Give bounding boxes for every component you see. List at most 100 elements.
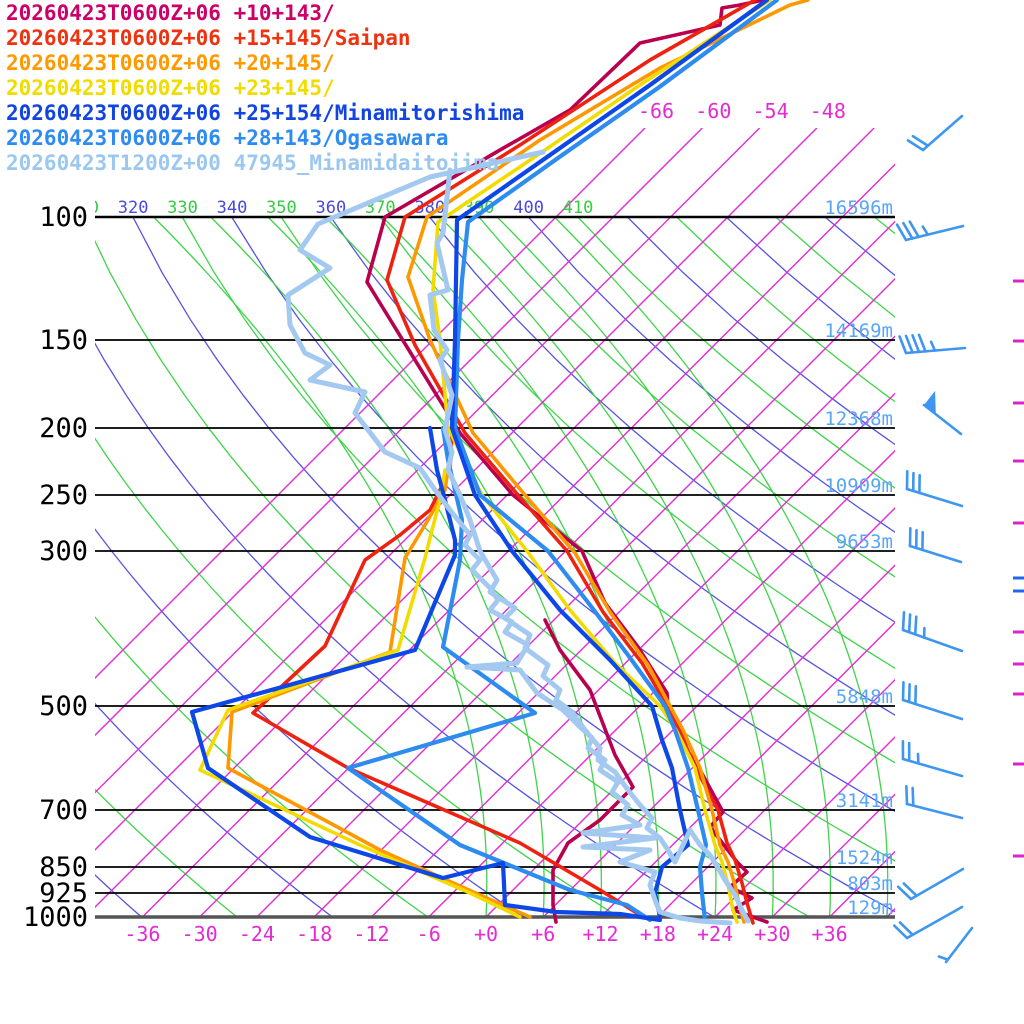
height-label: 12368m xyxy=(824,408,893,430)
sounding-trace-T xyxy=(449,0,770,920)
sounding-trace-Td xyxy=(285,149,733,926)
dry-adiabat-line xyxy=(95,239,812,917)
pressure-label: 150 xyxy=(39,325,88,356)
sounding-trace-T xyxy=(385,0,757,925)
temp-label: +0 xyxy=(474,922,498,946)
sounding-trace-T xyxy=(431,0,772,924)
pressure-label: 300 xyxy=(39,536,88,567)
barb-feather xyxy=(901,611,906,632)
temp-label-top: -60 xyxy=(695,99,731,123)
theta-label: 380 xyxy=(414,198,445,218)
wind-barb xyxy=(895,220,965,242)
theta-labels: 310 320 330 340 350 360 370 380 390 400 410 xyxy=(68,198,593,218)
height-label: 10909m xyxy=(824,475,893,497)
wind-barb xyxy=(901,611,964,653)
dry-adiabat-line xyxy=(95,874,143,917)
height-label: 3141m xyxy=(836,790,893,812)
wind-barb xyxy=(922,390,963,436)
barb-staff xyxy=(944,926,974,964)
barb-feather xyxy=(896,885,913,901)
temp-label-top: -66 xyxy=(638,99,674,123)
temp-label: -36 xyxy=(124,922,160,946)
sounding-trace-T xyxy=(406,0,810,924)
temp-label: +12 xyxy=(582,922,618,946)
barb-feather xyxy=(913,615,918,636)
barb-feather xyxy=(917,333,927,353)
legend-item: 20260423T0600Z+06 +28+143/Ogasawara xyxy=(6,126,449,150)
barb-pennant xyxy=(924,390,936,415)
isotherm-line xyxy=(370,392,895,917)
barb-feather xyxy=(906,139,925,152)
sounding-trace-Td xyxy=(543,618,635,924)
barb-feather xyxy=(911,334,921,354)
dry-adiabat-line xyxy=(775,217,895,318)
moist-adiabat-line xyxy=(153,217,488,917)
sounding-trace-T xyxy=(427,167,751,924)
pressure-label: 925 xyxy=(39,878,88,909)
height-label: 9653m xyxy=(836,531,893,553)
sounding-trace-Td xyxy=(189,425,663,923)
wind-barb xyxy=(896,867,965,901)
legend-item: 20260423T0600Z+06 +23+145/ xyxy=(6,76,335,100)
isotherm-line xyxy=(95,128,818,851)
theta-label: 320 xyxy=(118,198,149,218)
sounding-trace-Td xyxy=(251,431,642,917)
barb-staff xyxy=(905,802,964,820)
moist-adiabat-line xyxy=(496,217,832,917)
height-label: 803m xyxy=(847,873,893,895)
isotherm-line xyxy=(95,128,875,909)
temp-label-top: -48 xyxy=(810,99,846,123)
dry-adiabat-line xyxy=(924,217,1024,935)
theta-label: 310 xyxy=(68,198,99,218)
theta-label: 350 xyxy=(266,198,297,218)
barb-half-feather xyxy=(921,225,930,236)
wind-barb xyxy=(908,526,963,564)
barb-half-feather xyxy=(937,955,950,961)
legend-item: 20260423T0600Z+06 +10+143/ xyxy=(6,1,335,25)
pressure-label: 250 xyxy=(39,480,88,511)
barb-staff xyxy=(921,114,964,152)
pressure-label: 700 xyxy=(39,795,88,826)
temp-label: -18 xyxy=(296,922,332,946)
wind-barb xyxy=(937,926,974,964)
barb-feather xyxy=(898,921,914,937)
temp-label: +24 xyxy=(697,922,733,946)
barb-feather xyxy=(911,786,915,807)
dry-adiabat-line xyxy=(132,217,895,913)
theta-label: 330 xyxy=(167,198,198,218)
barb-feather xyxy=(911,134,930,148)
barb-staff xyxy=(908,544,963,564)
temp-axis: -36 -30 -24 -18 -12 -6 +0 +6 +12 +18 +24 +30 +36-66-… xyxy=(124,99,847,946)
isotherm-line xyxy=(600,621,895,917)
moist-adiabat-line xyxy=(553,217,889,917)
height-label: 5848m xyxy=(836,686,893,708)
barb-feather xyxy=(908,220,920,239)
temp-label: -6 xyxy=(417,922,441,946)
temp-label: -30 xyxy=(182,922,218,946)
isotherm-line xyxy=(714,736,895,917)
barb-staff xyxy=(922,403,963,436)
wind-barbs xyxy=(892,114,974,964)
isotherm-line xyxy=(141,163,895,917)
legend-item: 20260423T0600Z+06 +20+145/ xyxy=(6,51,335,75)
dry-adiabat-line xyxy=(181,217,895,862)
pressure-label: 850 xyxy=(39,852,88,883)
dry-adiabat-line xyxy=(873,217,895,235)
dry-adiabat-line xyxy=(330,217,895,716)
pressure-axis: 100 16596m 150 14169m 200 12368m 250 10909m 300 9… xyxy=(23,197,895,933)
isotherm-line xyxy=(199,220,895,917)
dry-adiabat-line xyxy=(95,528,525,917)
dry-adiabat-line xyxy=(95,616,430,917)
sounding-legend: 20260423T0600Z+06 +10+143/ 20260423T0600… xyxy=(6,1,524,176)
temp-label: +6 xyxy=(531,922,555,946)
dry-adiabats xyxy=(95,217,1024,935)
barb-half-feather xyxy=(929,340,937,352)
temp-label: +18 xyxy=(640,922,676,946)
pressure-label: 1000 xyxy=(23,902,88,933)
sounding-trace-Td xyxy=(226,453,532,919)
dry-adiabat-line xyxy=(95,342,716,917)
barb-feather xyxy=(898,335,908,355)
dry-adiabat-line xyxy=(428,217,895,623)
pressure-label: 200 xyxy=(39,413,88,444)
dry-adiabat-line xyxy=(527,217,895,533)
